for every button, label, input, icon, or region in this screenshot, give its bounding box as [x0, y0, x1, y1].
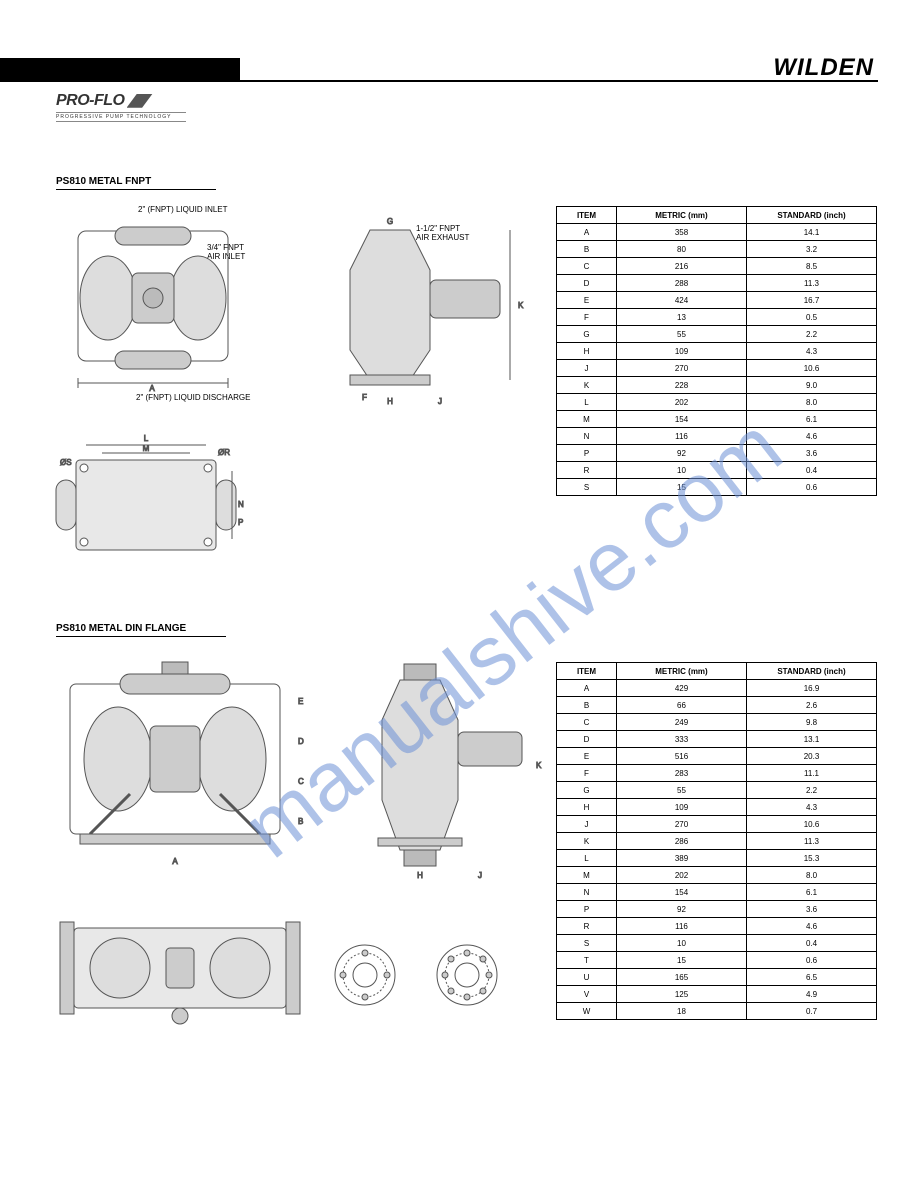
table-row: H1094.3: [557, 343, 877, 360]
table-row: E51620.3: [557, 748, 877, 765]
svg-text:C: C: [298, 777, 304, 786]
diagram-s2-front: A E D C B: [50, 654, 310, 874]
svg-text:M: M: [143, 444, 150, 453]
diagram-s1-top: ØS ØR L M N P: [46, 425, 246, 575]
swoosh-icon: [127, 94, 153, 108]
col-header: ITEM: [557, 207, 617, 224]
table-row: G552.2: [557, 782, 877, 799]
svg-text:N: N: [238, 500, 244, 509]
svg-text:A: A: [172, 857, 178, 866]
col-header: METRIC (mm): [617, 663, 747, 680]
table-row: R100.4: [557, 462, 877, 479]
section2-title: PS810 METAL DIN FLANGE: [56, 623, 226, 637]
diagram-s2-top: [50, 898, 310, 1038]
svg-text:A: A: [149, 384, 155, 393]
section1-title: PS810 METAL FNPT: [56, 176, 216, 190]
svg-text:J: J: [438, 397, 442, 406]
table-row: P923.6: [557, 445, 877, 462]
table-row: A35814.1: [557, 224, 877, 241]
table-row: B662.6: [557, 697, 877, 714]
table-row: S100.4: [557, 935, 877, 952]
col-header: STANDARD (inch): [747, 663, 877, 680]
table-row: H1094.3: [557, 799, 877, 816]
table-row: M1546.1: [557, 411, 877, 428]
table-row: R1164.6: [557, 918, 877, 935]
svg-text:D: D: [298, 737, 304, 746]
diagram-s1-side: K H J F G: [320, 210, 530, 410]
svg-text:K: K: [518, 301, 524, 310]
diagram-flange-1: [330, 940, 400, 1010]
table-row: T150.6: [557, 952, 877, 969]
table-row: D28811.3: [557, 275, 877, 292]
table-row: K2289.0: [557, 377, 877, 394]
table-row: U1656.5: [557, 969, 877, 986]
svg-text:J: J: [478, 871, 482, 880]
proflo-sub: PROGRESSIVE PUMP TECHNOLOGY: [56, 112, 186, 122]
svg-text:L: L: [144, 434, 149, 443]
table-row: E42416.7: [557, 292, 877, 309]
table-row: J27010.6: [557, 816, 877, 833]
svg-text:P: P: [238, 518, 243, 527]
table-row: D33313.1: [557, 731, 877, 748]
table-row: C2168.5: [557, 258, 877, 275]
svg-text:H: H: [417, 871, 423, 880]
proflo-name: PRO-FLO: [56, 92, 125, 109]
diagram-flange-2: [432, 940, 502, 1010]
proflo-logo: PRO-FLO PROGRESSIVE PUMP TECHNOLOGY: [56, 92, 186, 130]
table-row: L2028.0: [557, 394, 877, 411]
header-black-bar: [0, 58, 240, 82]
col-header: ITEM: [557, 663, 617, 680]
table-row: A42916.9: [557, 680, 877, 697]
svg-text:G: G: [387, 217, 393, 226]
svg-text:ØS: ØS: [60, 458, 72, 467]
table-row: F130.5: [557, 309, 877, 326]
table-row: L38915.3: [557, 850, 877, 867]
table-row: G552.2: [557, 326, 877, 343]
svg-text:ØR: ØR: [218, 448, 230, 457]
svg-text:K: K: [536, 761, 542, 770]
svg-text:B: B: [298, 817, 303, 826]
table-row: J27010.6: [557, 360, 877, 377]
dimensions-table-2: ITEMMETRIC (mm)STANDARD (inch)A42916.9B6…: [556, 662, 877, 1020]
diagram-s2-side: K H J: [350, 650, 550, 880]
brand-logo: WILDEN: [773, 54, 874, 82]
table-row: M2028.0: [557, 867, 877, 884]
table-row: C2499.8: [557, 714, 877, 731]
table-row: F28311.1: [557, 765, 877, 782]
table-row: N1164.6: [557, 428, 877, 445]
table-row: V1254.9: [557, 986, 877, 1003]
table-row: P923.6: [557, 901, 877, 918]
col-header: METRIC (mm): [617, 207, 747, 224]
table-row: B803.2: [557, 241, 877, 258]
diagram-s1-front: A: [60, 213, 260, 393]
table-row: W180.7: [557, 1003, 877, 1020]
svg-text:H: H: [387, 397, 393, 406]
dimensions-table-1: ITEMMETRIC (mm)STANDARD (inch)A35814.1B8…: [556, 206, 877, 496]
table-row: N1546.1: [557, 884, 877, 901]
svg-text:F: F: [362, 393, 367, 402]
table-row: S150.6: [557, 479, 877, 496]
col-header: STANDARD (inch): [747, 207, 877, 224]
callout-discharge: 2" (FNPT) LIQUID DISCHARGE: [136, 393, 250, 402]
svg-text:E: E: [298, 697, 303, 706]
table-row: K28611.3: [557, 833, 877, 850]
